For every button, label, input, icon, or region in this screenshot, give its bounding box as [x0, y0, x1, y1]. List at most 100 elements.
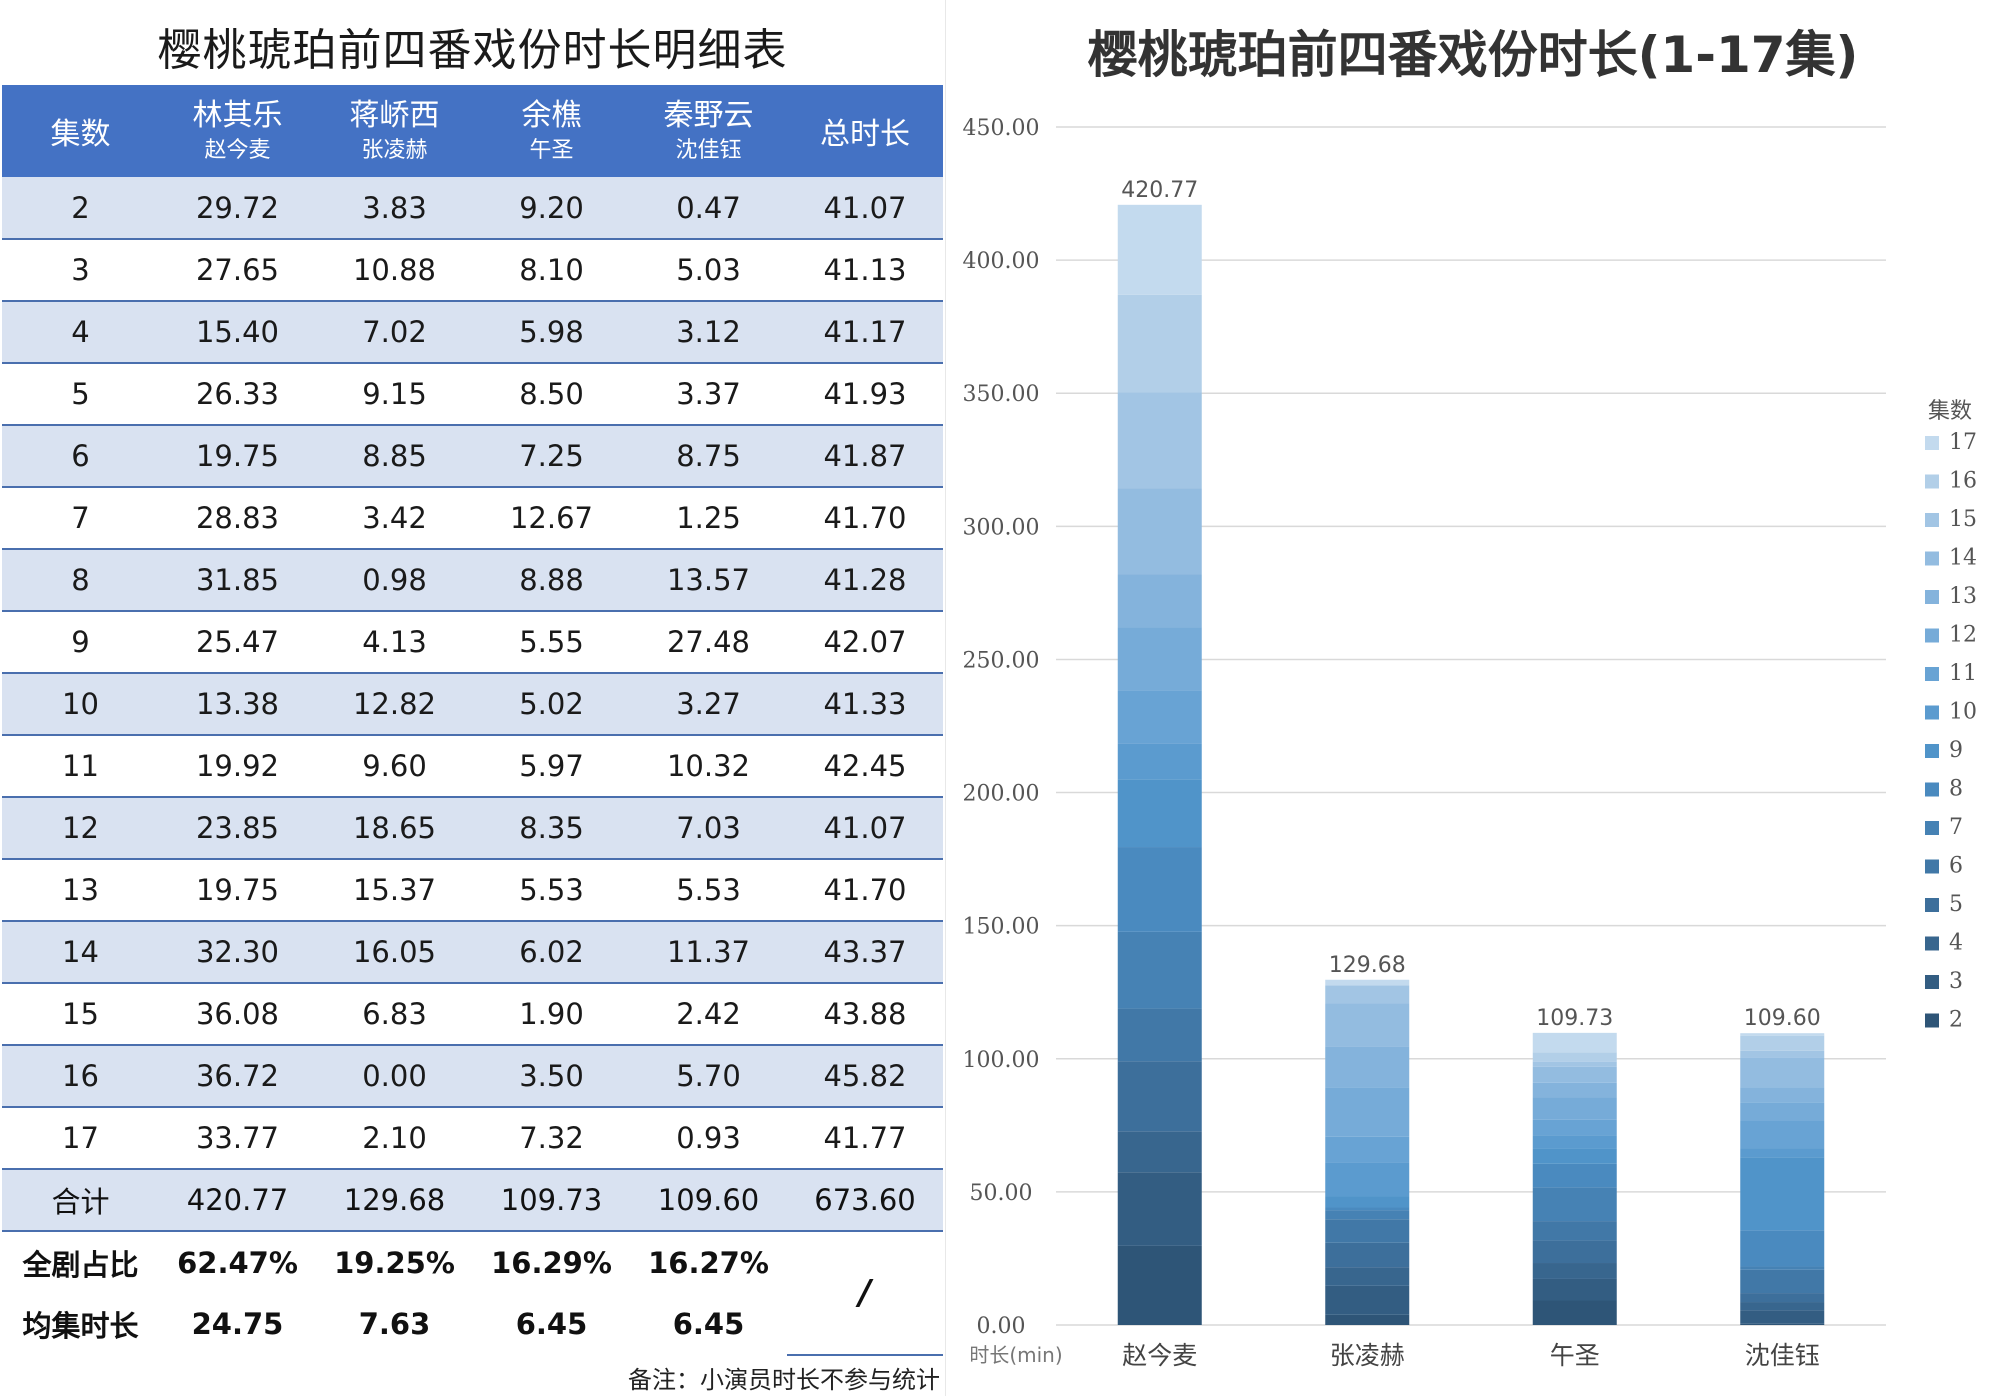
duration-cell: 3.50	[473, 1045, 630, 1108]
y-tick-label: 400.00	[963, 249, 1040, 274]
bar-segment-ep13	[1532, 1082, 1617, 1098]
y-axis: 0.00 50.00 100.00 150.00 200.00 250.00 300.00 3…	[963, 116, 1040, 1339]
duration-cell: 3.27	[630, 673, 787, 736]
bar-segment-ep16	[1532, 1052, 1617, 1062]
duration-cell: 8.50	[473, 363, 630, 426]
pct-cell: 62.47%	[177, 1245, 298, 1280]
duration-cell: 13.57	[630, 549, 787, 612]
bar-segment-ep7	[1325, 1210, 1410, 1220]
table-header-row: 集数 林其乐 赵今麦 蒋峤西 张凌赫 余樵 午圣 秦野云 沈佳钰 总时长	[2, 85, 943, 177]
duration-cell: 27.48	[630, 611, 787, 674]
episode-cell: 7	[2, 487, 159, 550]
legend-label: 6	[1949, 854, 1963, 879]
duration-cell: 23.85	[159, 797, 316, 860]
legend-swatch	[1925, 436, 1939, 450]
table-row: 16 36.72 0.00 3.50 5.70 45.82	[2, 1045, 943, 1108]
bar-total-label: 109.73	[1536, 1006, 1613, 1031]
bar-segment-ep5	[1117, 1061, 1202, 1132]
bar-segment-ep8	[1740, 1230, 1825, 1267]
duration-cell: 7.32	[473, 1107, 630, 1170]
bar-segment-ep14	[1740, 1057, 1825, 1088]
bar-segment-ep9	[1740, 1157, 1825, 1231]
bar-segment-ep17	[1117, 204, 1202, 295]
duration-cell: 26.33	[159, 363, 316, 426]
duration-cell: 41.17	[787, 301, 943, 364]
bar-segment-ep2	[1740, 1323, 1825, 1325]
table-panel: 樱桃琥珀前四番戏份时长明细表 集数 林其乐 赵今麦 蒋峤西 张凌赫 余樵 午圣 秦野云…	[0, 0, 945, 1396]
duration-cell: 31.85	[159, 549, 316, 612]
avg-cell: 24.75	[191, 1307, 284, 1341]
bar-segment-ep7	[1117, 931, 1202, 1009]
duration-cell: 0.47	[630, 177, 787, 240]
y-tick-label: 0.00	[977, 1314, 1026, 1339]
table-row: 6 19.75 8.85 7.25 8.75 41.87	[2, 425, 943, 488]
bar-segment-ep2	[1325, 1314, 1410, 1325]
duration-cell: 3.83	[316, 177, 473, 240]
table-body: 2 29.72 3.83 9.20 0.47 41.07 3 27.65 10.88 8.10 5.…	[2, 177, 943, 1170]
duration-cell: 7.03	[630, 797, 787, 860]
episode-cell: 11	[2, 735, 159, 798]
y-tick-label: 250.00	[963, 648, 1040, 673]
bar-segment-ep10	[1532, 1135, 1617, 1149]
episode-cell: 2	[2, 177, 159, 240]
table-row: 2 29.72 3.83 9.20 0.47 41.07	[2, 177, 943, 240]
duration-cell: 9.15	[316, 363, 473, 426]
episode-cell: 9	[2, 611, 159, 674]
episode-cell: 14	[2, 921, 159, 984]
duration-cell: 41.93	[787, 363, 943, 426]
duration-cell: 9.20	[473, 177, 630, 240]
duration-cell: 5.53	[630, 859, 787, 922]
legend-swatch	[1925, 936, 1939, 951]
episode-cell: 6	[2, 425, 159, 488]
table-note: 备注：小演员时长不参与统计	[628, 1366, 940, 1394]
duration-cell: 18.65	[316, 797, 473, 860]
duration-cell: 2.10	[316, 1107, 473, 1170]
duration-cell: 41.70	[787, 859, 943, 922]
slash-cell: /	[787, 1231, 943, 1356]
bar-segment-ep11	[1532, 1119, 1617, 1136]
bar-segment-ep9	[1532, 1148, 1617, 1164]
duration-cell: 16.05	[316, 921, 473, 984]
bar-segment-ep14	[1325, 1003, 1410, 1047]
duration-cell: 5.55	[473, 611, 630, 674]
duration-cell: 36.72	[159, 1045, 316, 1108]
pct-cell: 16.29%	[491, 1245, 612, 1280]
duration-cell: 27.65	[159, 239, 316, 302]
y-tick-label: 100.00	[963, 1048, 1040, 1073]
bar-segment-ep10	[1325, 1162, 1410, 1197]
duration-cell: 5.98	[473, 301, 630, 364]
duration-cell: 3.37	[630, 363, 787, 426]
header-yuqiao: 余樵 午圣	[521, 98, 582, 163]
table-row: 5 26.33 9.15 8.50 3.37 41.93	[2, 363, 943, 426]
bar-segment-ep17	[1532, 1032, 1617, 1053]
duration-cell: 5.53	[473, 859, 630, 922]
duration-cell: 8.88	[473, 549, 630, 612]
duration-cell: 6.83	[316, 983, 473, 1046]
legend-swatch	[1925, 859, 1939, 874]
bar-segment-ep5	[1532, 1240, 1617, 1264]
episode-cell: 12	[2, 797, 159, 860]
duration-cell: 5.70	[630, 1045, 787, 1108]
duration-cell: 7.02	[316, 301, 473, 364]
bar-segment-ep4	[1740, 1302, 1825, 1311]
pct-cell: 19.25%	[334, 1245, 455, 1280]
duration-cell: 12.82	[316, 673, 473, 736]
bar-segment-ep11	[1117, 690, 1202, 744]
table-row: 7 28.83 3.42 12.67 1.25 41.70	[2, 487, 943, 550]
bar-total-label: 109.60	[1744, 1006, 1821, 1031]
bar-segment-ep12	[1325, 1087, 1410, 1137]
duration-cell: 29.72	[159, 177, 316, 240]
legend-swatch	[1925, 590, 1939, 604]
header-linqile: 林其乐 赵今麦	[192, 98, 283, 163]
header-qinyeyun: 秦野云 沈佳钰	[663, 98, 754, 163]
total-cell: 129.68	[316, 1169, 473, 1232]
legend-swatch	[1925, 821, 1939, 835]
duration-cell: 15.40	[159, 301, 316, 364]
bar-total-label: 129.68	[1329, 953, 1406, 978]
bar-segment-ep14	[1532, 1066, 1617, 1083]
duration-cell: 41.07	[787, 797, 943, 860]
pct-row: 全剧占比 62.47% 19.25% 16.29% 16.27% /	[2, 1231, 943, 1356]
chart-title: 樱桃琥珀前四番戏份时长(1-17集)	[1088, 26, 1859, 84]
y-tick-label: 450.00	[963, 116, 1040, 141]
header-jiangqiaoxi: 蒋峤西 张凌赫	[349, 98, 440, 163]
